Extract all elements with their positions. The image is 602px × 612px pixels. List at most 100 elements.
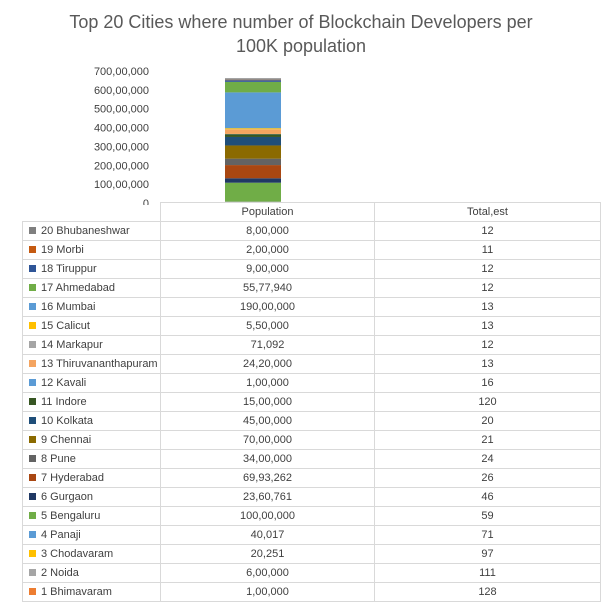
table-row: 3 Chodavaram 20,251 97 xyxy=(22,544,601,564)
population-cell: 69,93,262 xyxy=(160,468,375,488)
legend-label: 7 Hyderabad xyxy=(41,472,104,484)
stacked-bar-plot: 0 100,00,000 200,00,000 300,00,000 400,00,00… xyxy=(94,66,281,205)
total-est-cell: 12 xyxy=(374,259,601,279)
bar-segment xyxy=(225,128,281,130)
total-est-cell: 12 xyxy=(374,335,601,355)
legend-label: 8 Pune xyxy=(41,453,76,465)
legend-entry: 16 Mumbai xyxy=(22,297,161,317)
legend-entry: 9 Chennai xyxy=(22,430,161,450)
legend-entry: 18 Tiruppur xyxy=(22,259,161,279)
population-cell: 40,017 xyxy=(160,525,375,545)
bar-segment xyxy=(225,92,281,129)
total-est-cell: 46 xyxy=(374,487,601,507)
population-cell: 23,60,761 xyxy=(160,487,375,507)
legend-key-swatch xyxy=(29,340,36,348)
table-row: 20 Bhubaneshwar 8,00,000 12 xyxy=(22,221,601,241)
legend-label: 20 Bhubaneshwar xyxy=(41,225,130,237)
legend-label: 14 Markapur xyxy=(41,339,103,351)
table-row: 8 Pune 34,00,000 24 xyxy=(22,449,601,469)
total-est-cell: 26 xyxy=(374,468,601,488)
legend-key-swatch xyxy=(29,359,36,367)
legend-label: 4 Panaji xyxy=(41,529,81,541)
bar-segment xyxy=(225,134,281,137)
bar-segment xyxy=(225,145,281,159)
population-cell: 45,00,000 xyxy=(160,411,375,431)
legend-key-swatch xyxy=(29,264,36,272)
table-row: 12 Kavali 1,00,000 16 xyxy=(22,373,601,393)
legend-entry: 1 Bhimavaram xyxy=(22,582,161,602)
total-est-cell: 12 xyxy=(374,221,601,241)
legend-label: 18 Tiruppur xyxy=(41,263,97,275)
table-row: 17 Ahmedabad 55,77,940 12 xyxy=(22,278,601,298)
population-cell: 5,50,000 xyxy=(160,316,375,336)
total-est-cell: 13 xyxy=(374,354,601,374)
legend-entry: 4 Panaji xyxy=(22,525,161,545)
legend-label: 11 Indore xyxy=(41,396,87,408)
legend-entry: 19 Morbi xyxy=(22,240,161,260)
legend-entry: 7 Hyderabad xyxy=(22,468,161,488)
legend-entry: 8 Pune xyxy=(22,449,161,469)
legend-key-swatch xyxy=(29,473,36,481)
chart-title-line-1: Top 20 Cities where number of Blockchain… xyxy=(69,12,533,32)
total-est-cell: 21 xyxy=(374,430,601,450)
column-header-total: Total,est xyxy=(374,202,601,222)
population-cell: 8,00,000 xyxy=(160,221,375,241)
total-est-cell: 20 xyxy=(374,411,601,431)
population-cell: 71,092 xyxy=(160,335,375,355)
chart-title-line-2: 100K population xyxy=(235,36,367,56)
population-cell: 6,00,000 xyxy=(160,563,375,583)
legend-key-swatch xyxy=(29,226,36,234)
legend-label: 1 Bhimavaram xyxy=(41,586,112,598)
table-header-row: Population Total,est xyxy=(22,202,601,222)
legend-entry: 12 Kavali xyxy=(22,373,161,393)
legend-label: 5 Bengaluru xyxy=(41,510,101,522)
legend-label: 15 Calicut xyxy=(41,320,90,332)
table-row: 1 Bhimavaram 1,00,000 128 xyxy=(22,582,601,602)
legend-label: 16 Mumbai xyxy=(41,301,96,313)
table-row: 15 Calicut 5,50,000 13 xyxy=(22,316,601,336)
bar-segment xyxy=(225,178,281,183)
population-cell: 2,00,000 xyxy=(160,240,375,260)
bar-segment xyxy=(225,78,281,80)
y-tick-label: 500,00,000 xyxy=(94,104,149,116)
legend-label: 12 Kavali xyxy=(41,377,87,389)
bar-segment xyxy=(225,81,281,93)
population-cell: 190,00,000 xyxy=(160,297,375,317)
legend-key-swatch xyxy=(29,530,36,538)
legend-key-swatch xyxy=(29,397,36,405)
table-row: 18 Tiruppur 9,00,000 12 xyxy=(22,259,601,279)
table-row: 10 Kolkata 45,00,000 20 xyxy=(22,411,601,431)
table-row: 14 Markapur 71,092 12 xyxy=(22,335,601,355)
table-row: 13 Thiruvananthapuram 24,20,000 13 xyxy=(22,354,601,374)
legend-entry: 13 Thiruvananthapuram xyxy=(22,354,161,374)
legend-key-swatch xyxy=(29,492,36,500)
legend-label: 13 Thiruvananthapuram xyxy=(41,358,158,370)
total-est-cell: 59 xyxy=(374,506,601,526)
y-tick-label: 100,00,000 xyxy=(94,179,149,191)
total-est-cell: 11 xyxy=(374,240,601,260)
total-est-cell: 12 xyxy=(374,278,601,298)
legend-key-swatch xyxy=(29,416,36,424)
legend-key-swatch xyxy=(29,587,36,595)
chart-title: Top 20 Cities where number of Blockchain… xyxy=(0,10,602,58)
total-est-cell: 16 xyxy=(374,373,601,393)
legend-key-swatch xyxy=(29,245,36,253)
total-est-cell: 71 xyxy=(374,525,601,545)
data-table: Population Total,est 20 Bhubaneshwar 8,00… xyxy=(22,202,601,602)
legend-key-swatch xyxy=(29,549,36,557)
legend-label: 2 Noida xyxy=(41,567,79,579)
population-cell: 1,00,000 xyxy=(160,373,375,393)
legend-key-swatch xyxy=(29,435,36,443)
legend-entry: 14 Markapur xyxy=(22,335,161,355)
legend-key-swatch xyxy=(29,321,36,329)
column-header-population: Population xyxy=(160,202,375,222)
table-row: 2 Noida 6,00,000 111 xyxy=(22,563,601,583)
y-tick-label: 700,00,000 xyxy=(94,66,149,78)
population-cell: 100,00,000 xyxy=(160,506,375,526)
legend-entry: 17 Ahmedabad xyxy=(22,278,161,298)
y-tick-label: 200,00,000 xyxy=(94,160,149,172)
population-cell: 9,00,000 xyxy=(160,259,375,279)
bar-segment xyxy=(225,136,281,146)
population-cell: 34,00,000 xyxy=(160,449,375,469)
population-cell: 70,00,000 xyxy=(160,430,375,450)
